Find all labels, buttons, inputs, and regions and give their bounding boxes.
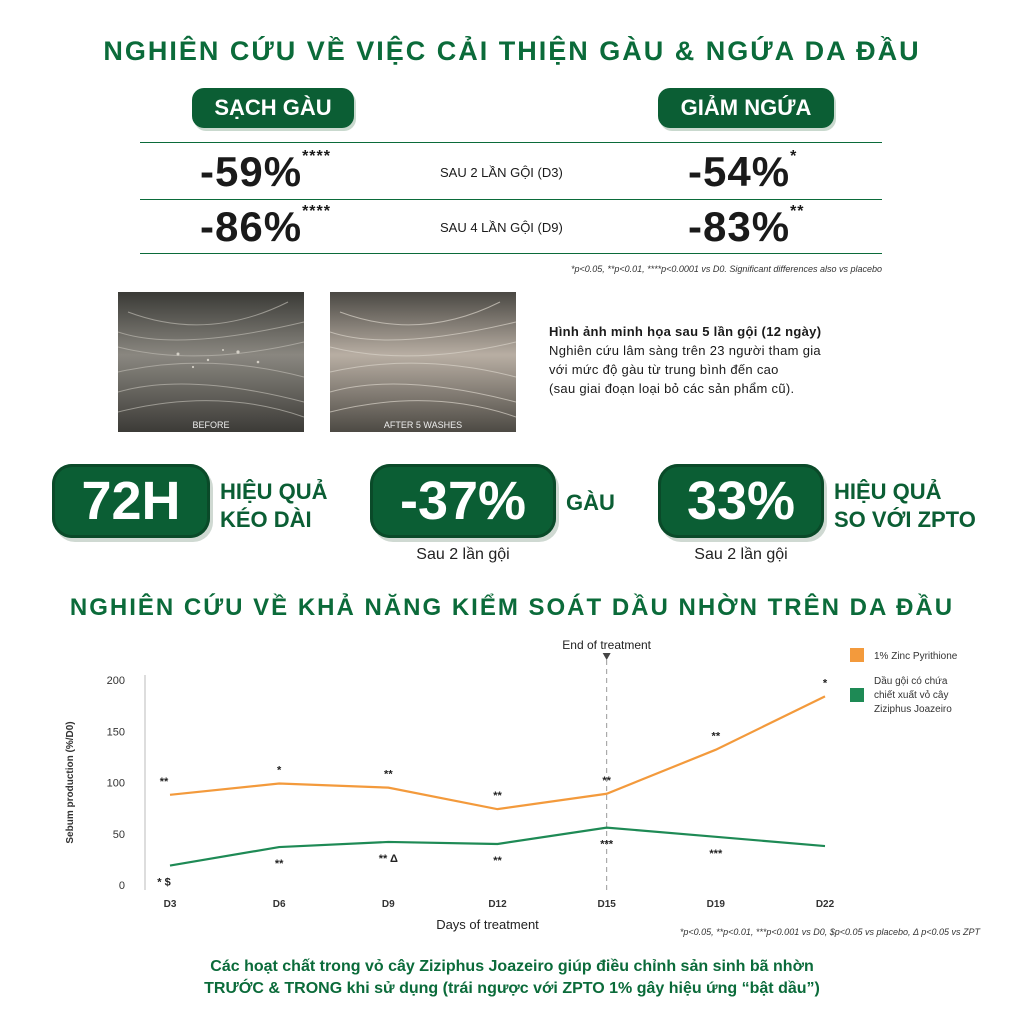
clean-dandruff-pill: SẠCH GÀU [192,88,354,128]
y-tick-label: 50 [113,829,125,841]
y-tick-label: 0 [119,880,125,892]
divider-middle [140,199,882,200]
legend-swatch-ziziphus [850,688,864,702]
result-row-1-right: -54%* [688,148,797,196]
end-of-treatment-arrow [602,653,611,660]
significance-label: ** [602,775,611,787]
y-tick-label: 150 [107,726,125,738]
conclusion-line-1: Các hoạt chất trong vỏ cây Ziziphus Joaz… [210,958,814,975]
x-tick-label: D9 [382,899,395,910]
itch-value-d3: -54% [688,148,791,195]
legend-label-zpt: 1% Zinc Pyrithione [874,651,958,662]
stat-33-line1: HIỆU QUẢ [834,479,942,504]
illustration-heading: Hình ảnh minh họa sau 5 lần gội (12 ngày… [549,324,822,339]
study1-title: NGHIÊN CỨU VỀ VIỆC CẢI THIỆN GÀU & NGỨA … [103,36,921,66]
illustration-block: Hình ảnh minh họa sau 5 lần gội (12 ngày… [549,322,909,398]
stat-33-badge: 33% [658,464,824,538]
study2-title: NGHIÊN CỨU VỀ KHẢ NĂNG KIỂM SOÁT DẦU NHỜ… [69,594,955,621]
x-axis-label: Days of treatment [436,917,539,932]
illustration-line-2: với mức độ gàu từ trung bình đến cao [549,362,779,377]
significance-label: * [823,677,828,689]
stat-33-line2: SO VỚI ZPTO [834,507,976,532]
study1-footnote: *p<0.05, **p<0.01, ****p<0.0001 vs D0. S… [571,264,882,274]
stat-72h-line1: HIỆU QUẢ [220,479,328,504]
x-tick-label: D19 [707,899,726,910]
result-row-2-left: -86%**** [200,203,331,251]
dandruff-value-d9: -86% [200,203,303,250]
conclusion: Các hoạt chất trong vỏ cây Ziziphus Joaz… [0,956,1024,1000]
sebum-chart: 0 50 100 150 200 Sebum production (%/D0) D3 D6 D… [65,638,982,937]
after-photo: AFTER 5 WASHES [330,292,516,432]
stat-72h-text: HIỆU QUẢ KÉO DÀI [220,478,328,534]
result-row-2-right: -83%** [688,203,805,251]
legend-label-ziziphus: Dầu gội có chứa [874,675,948,687]
end-of-treatment-label: End of treatment [562,638,651,652]
x-tick-label: D22 [816,899,835,910]
dandruff-value-d3: -59% [200,148,303,195]
stat-33-sub: Sau 2 lần gội [694,546,788,563]
legend-label-ziziphus: chiết xuất vỏ cây [874,689,948,701]
itch-value-d9: -83% [688,203,791,250]
significance-label: ** Δ [379,853,398,865]
stat-37-text: GÀU [566,490,615,515]
stat-37-badge: -37% [370,464,556,538]
stat-72h-line2: KÉO DÀI [220,507,312,532]
illustration-line-3: (sau giai đoạn loại bỏ các sản phẩm cũ). [549,381,795,396]
conclusion-line-2: TRƯỚC & TRONG khi sử dụng (trái ngược vớ… [204,980,820,997]
before-label: BEFORE [192,420,230,430]
significance-label: ** [160,776,169,788]
significance-label: *** [709,848,723,860]
itch-sig-d3: * [790,148,798,165]
before-photo: BEFORE [118,292,304,432]
divider-top [140,142,882,143]
significance-label: ** [275,858,284,870]
legend-label-ziziphus: Ziziphus Joazeiro [874,704,952,715]
x-tick-label: D12 [488,899,507,910]
illustration-line-1: Nghiên cứu lâm sàng trên 23 người tham g… [549,343,821,358]
significance-label: * [277,765,282,777]
dandruff-sig-d3: **** [302,148,331,165]
row-2-label: SAU 4 LẦN GỘI (D9) [440,220,563,235]
stat-33-text: HIỆU QUẢ SO VỚI ZPTO [834,478,976,534]
x-tick-label: D6 [273,899,286,910]
itch-sig-d9: ** [790,203,805,220]
y-tick-label: 100 [107,778,125,790]
divider-bottom [140,253,882,254]
x-tick-label: D3 [164,899,177,910]
reduce-itch-pill: GIẢM NGỨA [658,88,834,128]
significance-label: ** [384,769,393,781]
chart-footnote: *p<0.05, **p<0.01, ***p<0.001 vs D0, $p<… [680,927,982,937]
significance-label: ** [712,731,721,743]
significance-label: ** [493,855,502,867]
stat-37-sub: Sau 2 lần gội [416,546,510,563]
legend-swatch-zpt [850,648,864,662]
stat-72h-badge: 72H [52,464,210,538]
row-1-label: SAU 2 LẦN GỘI (D3) [440,165,563,180]
after-label: AFTER 5 WASHES [383,420,463,430]
y-axis-label: Sebum production (%/D0) [65,721,76,843]
significance-label: *** [600,839,614,851]
dandruff-sig-d9: **** [302,203,331,220]
result-row-1-left: -59%**** [200,148,331,196]
significance-label: ** [493,790,502,802]
x-tick-label: D15 [597,899,616,910]
significance-label: * $ [157,877,170,889]
y-tick-label: 200 [107,675,125,687]
